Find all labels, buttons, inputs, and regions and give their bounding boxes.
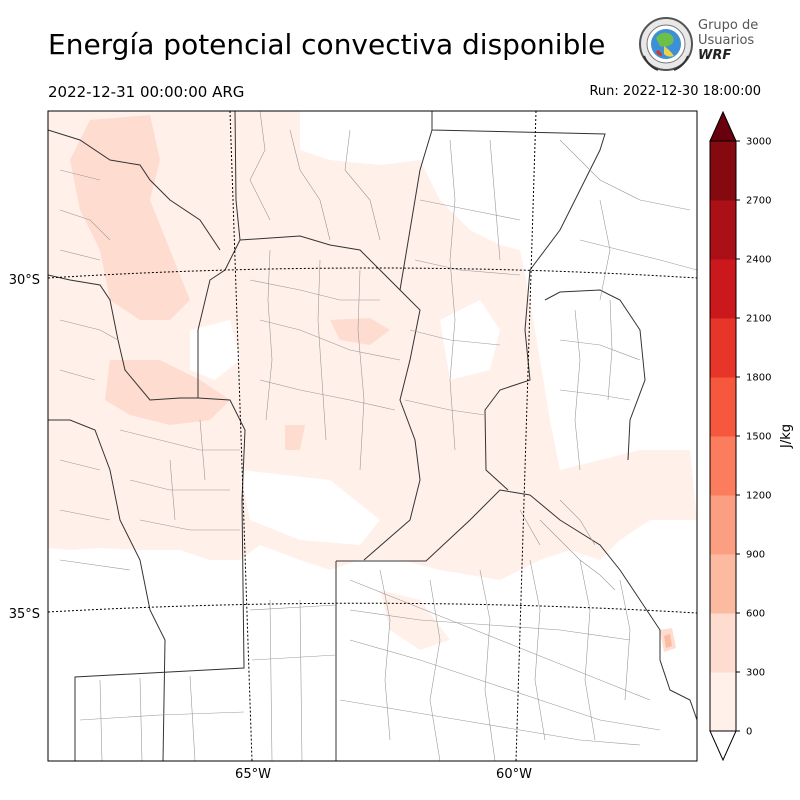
graticule — [48, 111, 697, 761]
department-boundaries — [59, 111, 697, 761]
logo-text: Grupo de Usuarios WRF — [698, 18, 758, 63]
colorbar-unit: J/kg — [779, 424, 794, 449]
dept-line — [265, 249, 365, 471]
cape-gap-1 — [190, 320, 240, 380]
map-frame — [47, 110, 698, 762]
colorbar-tick-label: 1500 — [746, 432, 771, 443]
colorbar-tick-label: 2400 — [746, 255, 771, 266]
lat-label: 30°S — [9, 273, 40, 288]
colorbar-segment — [710, 200, 736, 260]
border-line — [48, 419, 166, 761]
colorbar-segment — [710, 259, 736, 319]
dept-line — [249, 111, 381, 241]
colorbar-tick-label: 2700 — [746, 196, 771, 207]
colorbar: 0 300 600 900 1200 1500 1800 2100 2400 2700 3000 J… — [709, 110, 794, 762]
graticule-lon-60 — [515, 111, 537, 761]
dept-line — [349, 579, 661, 731]
logo-line3: WRF — [698, 48, 732, 63]
cape-region-low-east — [380, 590, 450, 650]
colorbar-ticks: 0 300 600 900 1200 1500 1800 2100 2400 2700 3000 — [736, 137, 771, 738]
colorbar-tick-label: 1800 — [746, 373, 771, 384]
colorbar-tick-label: 2100 — [746, 314, 771, 325]
border-line — [399, 129, 433, 291]
map-title: Energía potencial convectiva disponible — [48, 28, 606, 61]
dept-line — [59, 169, 131, 571]
cape-field — [48, 111, 697, 652]
cape-region-mid-4 — [285, 425, 305, 450]
cape-region-mid-2 — [105, 360, 230, 425]
lon-label: 65°W — [235, 767, 271, 782]
graticule-lat-35 — [48, 602, 697, 614]
colorbar-segment — [710, 318, 736, 378]
lat-label: 35°S — [9, 607, 40, 622]
cape-region-low — [48, 111, 697, 580]
cape-region-high — [664, 634, 672, 648]
colorbar-extend-min — [709, 730, 737, 762]
cape-region-mid-1 — [70, 115, 190, 320]
dept-line — [119, 419, 240, 531]
dept-line — [339, 609, 641, 746]
run-time: Run: 2022-12-30 18:00:00 — [589, 84, 761, 99]
colorbar-extend-max — [709, 110, 737, 142]
border-line — [239, 235, 421, 561]
border-line — [336, 489, 531, 562]
dept-line — [79, 675, 245, 761]
graticule-lat-30 — [48, 267, 697, 279]
colorbar-segments — [709, 110, 737, 762]
colorbar-segment — [710, 377, 736, 437]
dept-line — [559, 139, 697, 301]
colorbar-segment — [710, 495, 736, 555]
valid-time: 2022-12-31 00:00:00 ARG — [48, 83, 245, 101]
border-line — [431, 111, 606, 491]
colorbar-tick-label: 600 — [746, 609, 765, 620]
logo: Grupo de Usuarios WRF — [638, 16, 768, 72]
dept-line — [404, 199, 521, 416]
colorbar-tick-label: 0 — [746, 727, 752, 738]
dept-line — [249, 279, 401, 411]
colorbar-tick-label: 3000 — [746, 137, 771, 148]
lon-label: 60°W — [496, 767, 532, 782]
logo-line1: Grupo de — [698, 18, 759, 33]
dept-line — [249, 599, 337, 761]
graticule-lon-65 — [229, 111, 253, 761]
border-line — [48, 129, 221, 251]
colorbar-segment — [710, 554, 736, 614]
border-line — [529, 494, 697, 721]
colorbar-segment — [710, 672, 736, 732]
colorbar-segment — [710, 141, 736, 201]
cape-region-mid-3 — [330, 318, 390, 345]
cape-gap-2 — [240, 470, 380, 545]
colorbar-tick-label: 900 — [746, 550, 765, 561]
colorbar-segment — [710, 436, 736, 496]
globe-logo-icon — [639, 17, 693, 71]
dept-line — [449, 139, 501, 451]
colorbar-tick-label: 1200 — [746, 491, 771, 502]
logo-line2: Usuarios — [698, 33, 755, 48]
border-line — [544, 289, 646, 461]
colorbar-tick-label: 300 — [746, 668, 765, 679]
border-line — [74, 397, 246, 761]
colorbar-segment — [710, 613, 736, 673]
dept-line — [379, 559, 631, 761]
dept-line — [559, 299, 641, 471]
